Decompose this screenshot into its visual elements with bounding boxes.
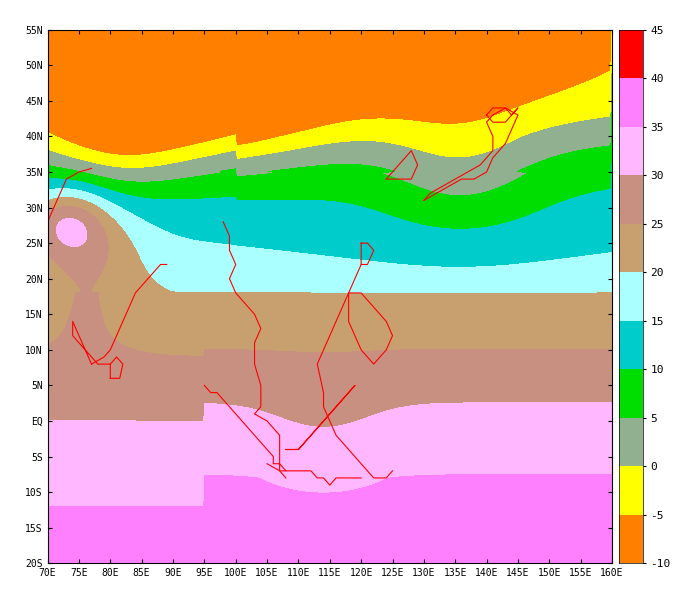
Bar <box>619 272 643 321</box>
Bar <box>619 466 643 515</box>
Bar <box>619 127 643 175</box>
Bar <box>619 369 643 418</box>
Bar <box>619 78 643 127</box>
Bar <box>619 418 643 466</box>
Bar <box>619 321 643 369</box>
Bar <box>619 224 643 272</box>
Bar <box>619 175 643 224</box>
Bar <box>619 30 643 78</box>
Bar <box>619 515 643 563</box>
